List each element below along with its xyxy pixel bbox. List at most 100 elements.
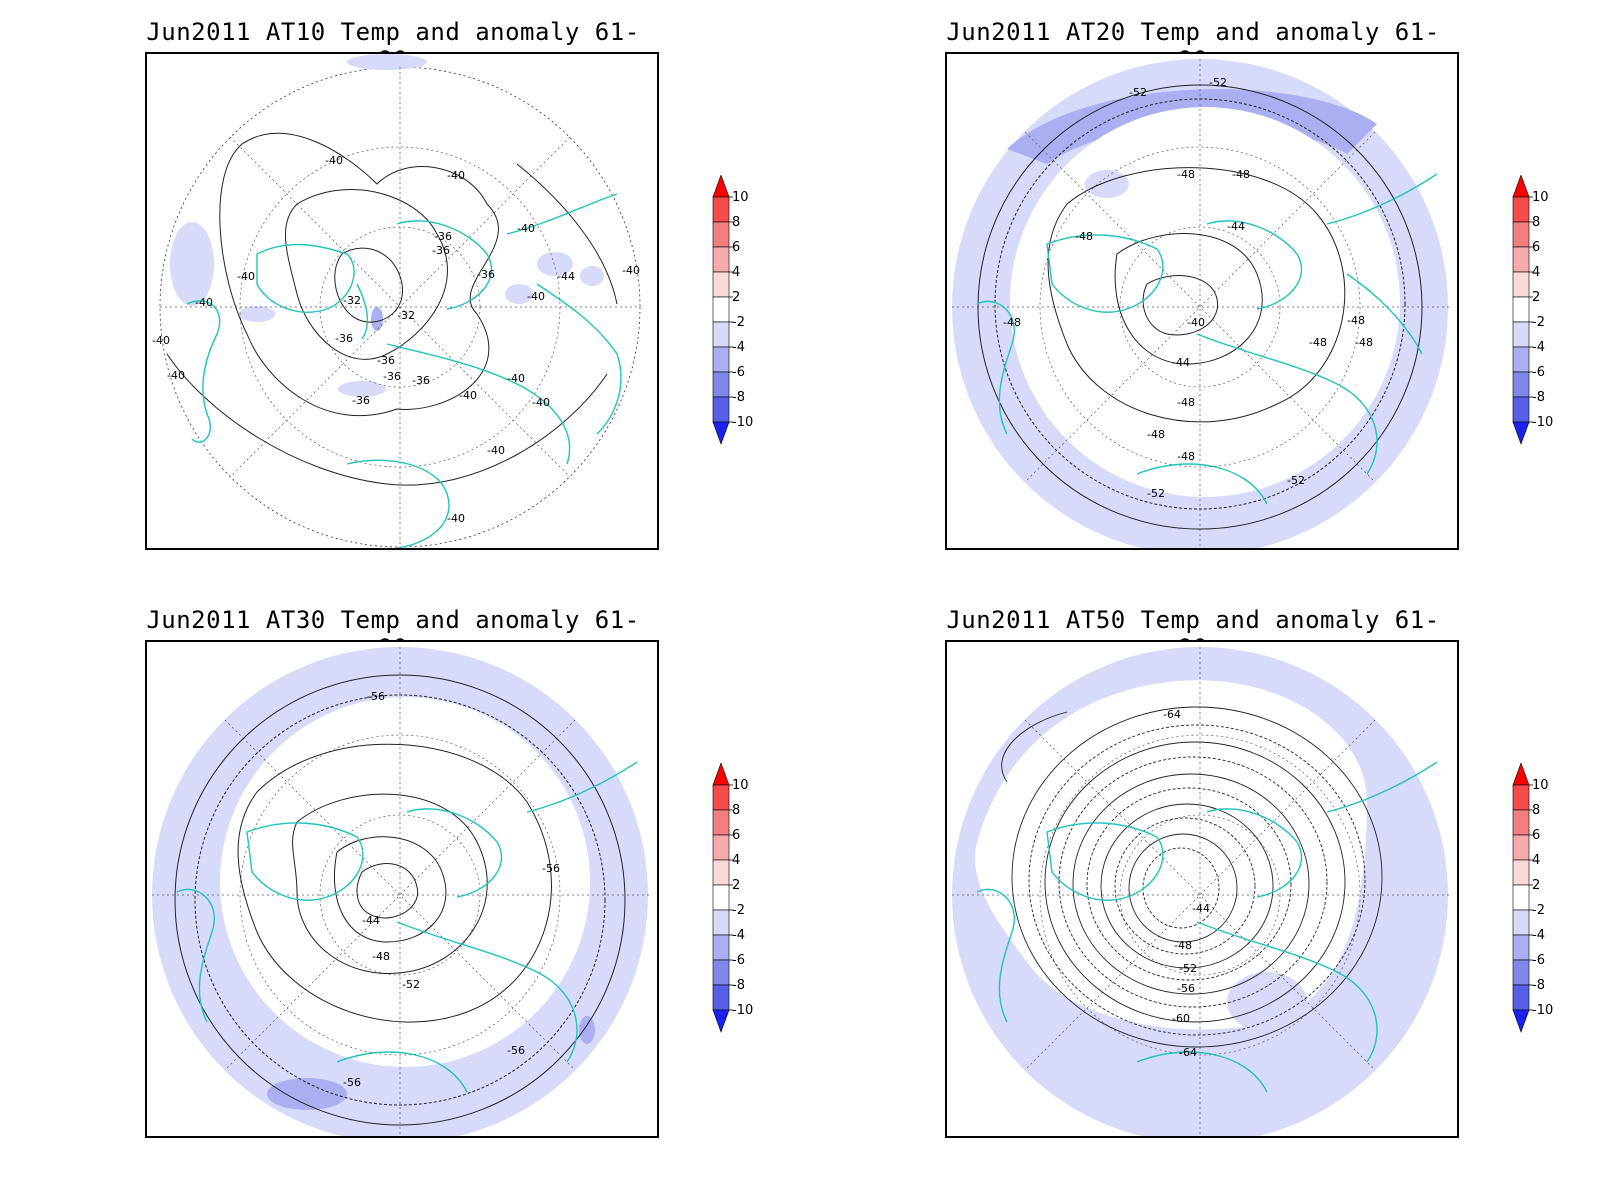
svg-text:-48: -48 xyxy=(1174,939,1192,952)
colorbar-swatch xyxy=(712,809,730,836)
colorbar-swatch xyxy=(712,984,730,1011)
colorbar-label: 6 xyxy=(732,240,740,255)
svg-text:-48: -48 xyxy=(1232,168,1250,181)
coastlines xyxy=(186,193,622,548)
svg-text:-40: -40 xyxy=(527,290,545,303)
map-canvas: -56 -56 -44 -48 -52 -56 -56 xyxy=(152,647,652,1136)
colorbar-swatch xyxy=(712,296,730,323)
colorbar-label: 4 xyxy=(1532,853,1540,868)
map-canvas: -52 -52 -48 -48 -48 -44 -48 -40 -48 -48 … xyxy=(952,59,1452,548)
svg-text:-60: -60 xyxy=(1172,1012,1190,1025)
colorbar-swatch xyxy=(1512,909,1530,936)
colorbar-arrow-top xyxy=(1512,762,1530,786)
colorbar-swatch xyxy=(1512,271,1530,298)
colorbar-label: -2 xyxy=(732,315,745,330)
colorbar-label: -10 xyxy=(732,415,753,430)
svg-text:-40: -40 xyxy=(517,222,535,235)
svg-text:-52: -52 xyxy=(1147,487,1165,500)
colorbar-label: 10 xyxy=(1532,778,1549,793)
contours xyxy=(977,84,1423,530)
svg-text:-48: -48 xyxy=(1003,316,1021,329)
colorbar-swatch xyxy=(1512,246,1530,273)
colorbar-swatch xyxy=(1512,784,1530,811)
svg-text:-52: -52 xyxy=(1179,962,1197,975)
colorbar-arrow-top xyxy=(712,762,730,786)
colorbar-swatch xyxy=(712,859,730,886)
svg-text:-40: -40 xyxy=(447,512,465,525)
colorbar-label: 2 xyxy=(1532,878,1540,893)
svg-text:-52: -52 xyxy=(1209,76,1227,89)
colorbar-label: -2 xyxy=(1532,315,1545,330)
colorbar-label: 8 xyxy=(732,803,740,818)
colorbar-swatch xyxy=(712,321,730,348)
colorbar-swatch xyxy=(1512,834,1530,861)
colorbar-swatch xyxy=(1512,809,1530,836)
colorbar-label: -2 xyxy=(732,903,745,918)
svg-text:-44: -44 xyxy=(362,914,380,927)
panel-at10: Jun2011 AT10 Temp and anomaly 61-90 xyxy=(0,0,800,600)
contour-labels: -52 -52 -48 -48 -48 -44 -48 -40 -48 -48 … xyxy=(1003,76,1373,500)
colorbar: 10 8 6 4 2 -2 -4 -6 -8 -10 xyxy=(705,174,785,465)
coastlines xyxy=(176,761,638,1093)
colorbar-swatch xyxy=(712,884,730,911)
colorbar-swatch xyxy=(1512,296,1530,323)
colorbar-label: 6 xyxy=(1532,828,1540,843)
colorbar-label: -10 xyxy=(1532,415,1553,430)
svg-text:-40: -40 xyxy=(487,444,505,457)
colorbar-label: 10 xyxy=(732,778,749,793)
svg-text:-40: -40 xyxy=(1187,316,1205,329)
svg-text:-44: -44 xyxy=(1227,220,1245,233)
contours xyxy=(1001,706,1383,1048)
svg-text:-56: -56 xyxy=(1177,982,1195,995)
colorbar-swatch xyxy=(712,271,730,298)
svg-text:-48: -48 xyxy=(1177,168,1195,181)
map-canvas: -40 -40 -40 -40 -40 -40 -40 -40 -40 -40 … xyxy=(152,54,641,548)
contours xyxy=(166,132,618,486)
svg-text:-40: -40 xyxy=(167,369,185,382)
svg-text:-36: -36 xyxy=(335,332,353,345)
colorbar-label: 8 xyxy=(1532,803,1540,818)
colorbar-swatch xyxy=(712,221,730,248)
graticule xyxy=(152,647,652,1136)
colorbar: 10 8 6 4 2 -2 -4 -6 -8 -10 xyxy=(705,762,785,1053)
svg-text:-32: -32 xyxy=(397,309,415,322)
panel-at20: Jun2011 AT20 Temp and anomaly 61-90 xyxy=(800,0,1600,600)
svg-text:-48: -48 xyxy=(1147,428,1165,441)
svg-text:-44: -44 xyxy=(557,270,575,283)
colorbar-label: -6 xyxy=(732,365,745,380)
svg-text:-36: -36 xyxy=(477,268,495,281)
polar-map: -64 -44 -48 -52 -56 -60 -64 xyxy=(945,640,1459,1138)
colorbar-swatch xyxy=(712,246,730,273)
svg-text:-48: -48 xyxy=(1355,336,1373,349)
svg-text:-48: -48 xyxy=(372,950,390,963)
svg-text:-40: -40 xyxy=(237,270,255,283)
colorbar-swatch xyxy=(1512,959,1530,986)
panel-at30: Jun2011 AT30 Temp and anomaly 61-90 xyxy=(0,588,800,1188)
svg-text:-40: -40 xyxy=(507,372,525,385)
anomaly-shading xyxy=(975,680,1367,1030)
coastlines xyxy=(976,173,1438,505)
colorbar-swatch xyxy=(1512,884,1530,911)
colorbar: 10 8 6 4 2 -2 -4 -6 -8 -10 xyxy=(1505,762,1585,1053)
colorbar-arrow-bottom xyxy=(712,421,730,445)
colorbar-swatch xyxy=(712,346,730,373)
colorbar-swatch xyxy=(712,909,730,936)
svg-text:-40: -40 xyxy=(532,396,550,409)
svg-text:-48: -48 xyxy=(1177,450,1195,463)
colorbar-arrow-top xyxy=(1512,174,1530,198)
colorbar-label: -4 xyxy=(1532,928,1545,943)
map-canvas: -64 -44 -48 -52 -56 -60 -64 xyxy=(952,647,1452,1136)
colorbar-label: -6 xyxy=(732,953,745,968)
svg-text:-36: -36 xyxy=(432,244,450,257)
colorbar-arrow-top xyxy=(712,174,730,198)
colorbar-swatch xyxy=(712,834,730,861)
colorbar-label: 6 xyxy=(732,828,740,843)
colorbar-swatch xyxy=(1512,346,1530,373)
colorbar-label: -8 xyxy=(1532,978,1545,993)
colorbar-label: 4 xyxy=(732,853,740,868)
svg-text:-36: -36 xyxy=(412,374,430,387)
colorbar-label: 4 xyxy=(732,265,740,280)
svg-text:-48: -48 xyxy=(1309,336,1327,349)
colorbar-label: -2 xyxy=(1532,903,1545,918)
svg-text:-40: -40 xyxy=(152,334,170,347)
